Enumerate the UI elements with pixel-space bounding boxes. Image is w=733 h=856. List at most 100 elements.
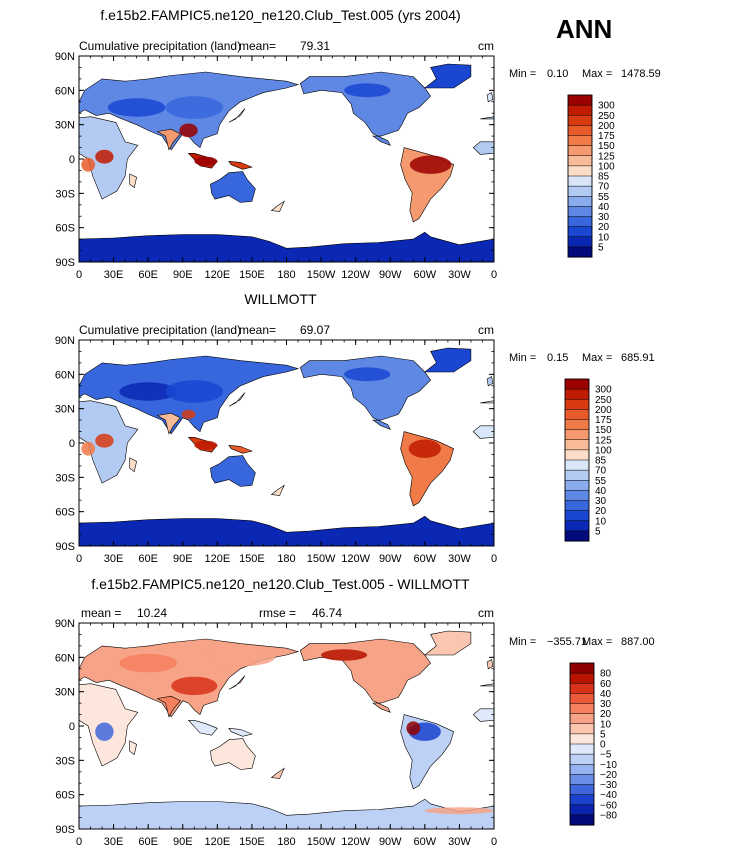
- colorbar-label: 85: [595, 456, 607, 467]
- min-value: −355.71: [547, 636, 587, 648]
- colorbar-label: 125: [595, 435, 612, 446]
- colorbar-swatch: [569, 804, 595, 816]
- land-japan: [228, 392, 246, 407]
- precip-region-8: [424, 807, 494, 815]
- lon-label: 90E: [173, 836, 193, 848]
- colorbar-label: 300: [595, 385, 612, 396]
- lon-label: 0: [491, 836, 497, 848]
- colorbar-label: 300: [598, 101, 615, 112]
- panel-title: f.e15b2.FAMPIC5.ne120_ne120.Club_Test.00…: [100, 7, 460, 23]
- colorbar-label: 5: [598, 242, 604, 253]
- precip-region-2: [95, 433, 114, 448]
- land-uk: [486, 92, 494, 103]
- precip-region-3: [194, 156, 218, 166]
- colorbar-swatch: [569, 814, 595, 826]
- lat-label: 30N: [55, 120, 75, 132]
- precip-region-7: [205, 648, 275, 667]
- colorbar-swatch: [564, 490, 590, 502]
- precip-region-4: [119, 653, 177, 673]
- colorbar-swatch: [567, 246, 593, 258]
- colorbar-label: 125: [598, 151, 615, 162]
- colorbar-label: 70: [598, 182, 610, 193]
- lon-label: 180: [277, 269, 295, 281]
- colorbar-swatch: [569, 703, 595, 715]
- land-japan: [228, 675, 246, 690]
- colorbar-label: 30: [595, 496, 607, 507]
- lon-label: 120W: [341, 269, 370, 281]
- colorbar-swatch: [567, 226, 593, 238]
- land-africa: [472, 683, 494, 722]
- units-label: cm: [478, 39, 494, 53]
- precip-region-2: [95, 149, 114, 164]
- precip-region-5: [344, 83, 391, 98]
- precip-region-8: [81, 441, 96, 456]
- lat-label: 30S: [55, 188, 75, 200]
- min-label: Min =: [509, 636, 536, 648]
- colorbar-frame: [564, 378, 590, 542]
- lon-label: 120E: [204, 553, 230, 565]
- lat-label: 90S: [55, 541, 75, 553]
- land-greenland: [423, 630, 472, 656]
- lat-label: 60N: [55, 369, 75, 381]
- colorbar-swatch: [567, 196, 593, 207]
- colorbar-swatch: [569, 713, 595, 725]
- land-antarctica: [79, 515, 494, 546]
- precip-region-1: [408, 439, 441, 458]
- colorbar-label: 175: [595, 415, 612, 426]
- colorbar-swatch: [569, 723, 595, 735]
- lat-label: 90N: [55, 51, 75, 63]
- colorbar-label: −30: [600, 780, 617, 791]
- colorbar-label: 20: [600, 709, 612, 720]
- lon-label: 120E: [204, 269, 230, 281]
- colorbar-swatch: [564, 388, 590, 400]
- colorbar-label: 85: [598, 172, 610, 183]
- colorbar-swatch: [569, 733, 595, 745]
- lon-label: 90W: [379, 836, 402, 848]
- colorbar-swatch: [569, 753, 595, 765]
- mean-value: 69.07: [300, 323, 330, 337]
- mean-value: 79.31: [300, 39, 330, 53]
- lon-label: 0: [491, 269, 497, 281]
- land-new-zealand: [270, 484, 285, 496]
- rmse-value: 46.74: [312, 606, 342, 620]
- units-label: cm: [478, 606, 494, 620]
- units-label: cm: [478, 323, 494, 337]
- colorbar-swatch: [564, 419, 590, 431]
- colorbar-label: 250: [595, 395, 612, 406]
- lat-label: 30N: [55, 404, 75, 416]
- colorbar-label: −60: [600, 800, 617, 811]
- colorbar-swatch: [567, 115, 593, 126]
- min-label: Min =: [509, 352, 536, 364]
- lat-label: 30S: [55, 472, 75, 484]
- mean-label: mean=: [239, 323, 276, 337]
- variable-label: Cumulative precipitation (land): [79, 39, 241, 53]
- colorbar-swatch: [564, 480, 590, 491]
- land-indonesia: [187, 720, 218, 736]
- lat-label: 30N: [55, 687, 75, 699]
- land-north-america: [299, 71, 431, 146]
- lon-label: 120W: [341, 836, 370, 848]
- precip-region-3: [194, 440, 218, 450]
- lon-label: 90W: [379, 553, 402, 565]
- colorbar-swatch: [564, 469, 590, 481]
- lat-label: 0: [69, 438, 75, 450]
- land-greenland: [423, 347, 472, 373]
- mean-label: mean =: [81, 606, 121, 620]
- colorbar-label: 250: [598, 111, 615, 122]
- mean-label: mean=: [239, 39, 276, 53]
- colorbar-label: 5: [600, 729, 606, 740]
- colorbar-label: 30: [598, 212, 610, 223]
- lat-label: 90N: [55, 618, 75, 630]
- lon-label: 150E: [239, 269, 265, 281]
- lon-label: 150W: [307, 836, 336, 848]
- colorbar-label: 5: [595, 526, 601, 537]
- land-antarctica: [79, 798, 494, 829]
- colorbar-label: 40: [595, 486, 607, 497]
- land-australia: [210, 738, 256, 770]
- colorbar-swatch: [567, 206, 593, 218]
- lon-label: 150E: [239, 836, 265, 848]
- lon-label: 90E: [173, 269, 193, 281]
